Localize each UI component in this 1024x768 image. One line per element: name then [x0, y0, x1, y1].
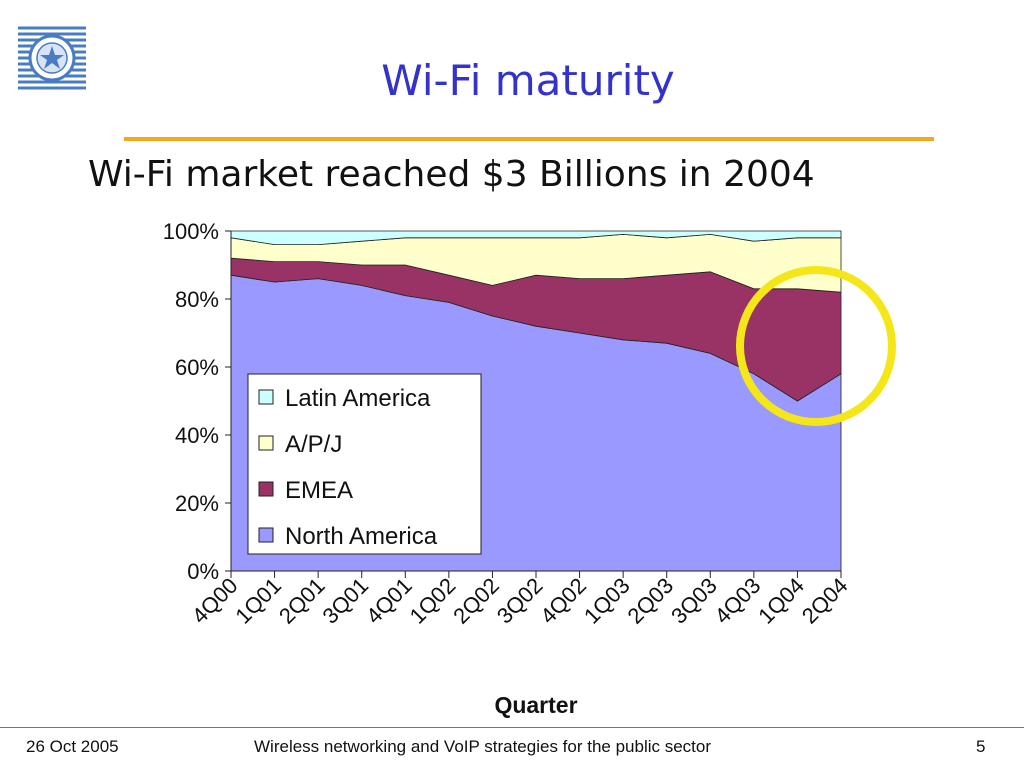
- y-tick-label: 40%: [175, 423, 219, 448]
- y-tick-label: 20%: [175, 491, 219, 516]
- title-underline: [124, 137, 934, 141]
- footer-divider: [0, 727, 1024, 728]
- legend-box: [247, 373, 482, 555]
- x-axis-label: Quarter: [494, 692, 577, 718]
- footer-date: 26 Oct 2005: [26, 737, 119, 756]
- legend-label-emea: EMEA: [285, 477, 353, 504]
- y-tick-label: 60%: [175, 355, 219, 380]
- stacked-area-chart: 0%20%40%60%80%100% 4Q001Q012Q013Q014Q011…: [118, 203, 900, 723]
- legend-label-a-p-j: A/P/J: [285, 431, 342, 458]
- page-number: 5: [976, 737, 986, 756]
- legend-swatch-emea: [258, 481, 274, 497]
- slide-subtitle: Wi-Fi market reached $3 Billions in 2004: [88, 154, 815, 195]
- legend-swatch-north-america: [258, 527, 274, 543]
- area-latin-america: [230, 230, 842, 245]
- legend-label-north-america: North America: [285, 523, 438, 550]
- y-tick-label: 100%: [163, 219, 219, 244]
- slide-title: Wi-Fi maturity: [381, 56, 675, 105]
- highlight-circle: [736, 266, 896, 426]
- legend-swatch-latin-america: [258, 389, 274, 405]
- y-tick-label: 80%: [175, 287, 219, 312]
- legend-swatch-a-p-j: [258, 435, 274, 451]
- logo-emblem-icon: [18, 26, 86, 90]
- footer-title: Wireless networking and VoIP strategies …: [254, 737, 712, 756]
- y-tick-label: 0%: [187, 559, 219, 584]
- legend-label-latin-america: Latin America: [285, 385, 431, 412]
